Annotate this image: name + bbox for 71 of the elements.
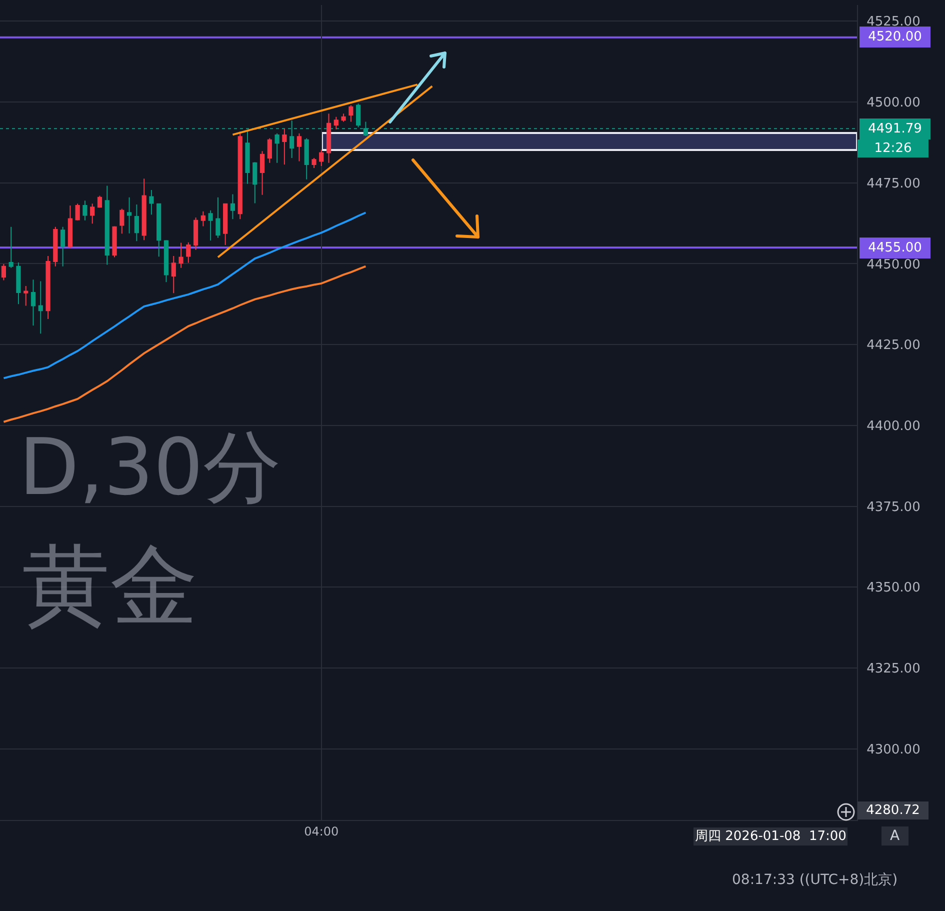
line-series (2, 212, 367, 380)
y-tick-label: 4375.00 (866, 500, 920, 515)
candlestick (75, 203, 80, 221)
candlestick (200, 210, 206, 227)
text: 4280.72 (866, 803, 920, 818)
y-tick-label: 4425.00 (866, 338, 920, 354)
candlestick (186, 242, 191, 264)
candlestick (245, 130, 250, 184)
text: 08:17:33 ((UTC+8)北京) (732, 872, 898, 888)
line-series (2, 265, 367, 423)
candlestick (312, 157, 316, 168)
candlestick (208, 210, 213, 241)
y-tick-label: 4525.00 (866, 14, 920, 30)
candlestick (171, 255, 176, 294)
candlestick (149, 189, 154, 216)
annotation: D,30分 (19, 423, 282, 513)
candlestick (104, 185, 110, 266)
candlestick (97, 195, 102, 208)
candlestick (178, 242, 184, 268)
candlestick (24, 286, 28, 306)
candlestick (46, 255, 50, 320)
text: 周四 2026-01-08 17:00 (695, 829, 846, 844)
candlestick (82, 200, 88, 221)
candlestick (348, 104, 354, 122)
y-tick-label: 4300.00 (866, 742, 920, 758)
candlestick (319, 149, 324, 167)
candlestick (341, 113, 346, 122)
candlestick (356, 103, 361, 128)
text: 12:26 (874, 141, 912, 156)
x-tick-label: 04:00 (304, 824, 339, 838)
candlestick (16, 262, 21, 305)
candlestick (230, 194, 236, 220)
candlestick (156, 203, 162, 258)
candlestick (326, 113, 332, 164)
candlestick (134, 204, 139, 242)
candlestick (267, 138, 272, 164)
candlestick (38, 280, 43, 334)
candlestick (53, 226, 58, 267)
candlestick (120, 208, 124, 234)
candlestick (282, 128, 287, 165)
candlestick (296, 132, 302, 162)
y-tick-label: 4325.00 (866, 662, 920, 677)
y-tick-label: 4500.00 (866, 96, 920, 111)
candlestick (90, 203, 95, 224)
candlestick (216, 196, 220, 238)
candlestick (238, 130, 242, 220)
y-tick-label: 4350.00 (866, 580, 920, 596)
candlestick (112, 226, 117, 258)
candlestick (223, 203, 228, 246)
candlestick (334, 116, 338, 130)
candlestick (142, 178, 146, 241)
candlestick (274, 132, 280, 164)
candlestick (1, 264, 6, 281)
annotation: 黄金 (22, 534, 198, 637)
ref-line-label: 4520.00 (868, 30, 922, 44)
candlestick (252, 162, 258, 204)
y-tick-label: 4475.00 (866, 176, 920, 192)
y-tick-label: 4450.00 (866, 257, 920, 272)
candlestick (60, 226, 66, 267)
candlestick (304, 138, 309, 180)
candlestick (164, 240, 169, 283)
candlestick (30, 279, 36, 326)
ref-line-label: 4455.00 (868, 240, 922, 256)
ref-line-label: 4491.79 (868, 122, 922, 136)
candlestick (126, 196, 132, 234)
candlestick (260, 150, 265, 196)
candlestick (193, 216, 198, 250)
y-tick-label: 4400.00 (866, 418, 920, 434)
text: A (890, 828, 900, 844)
candlestick (68, 205, 72, 249)
candlestick (8, 226, 14, 268)
